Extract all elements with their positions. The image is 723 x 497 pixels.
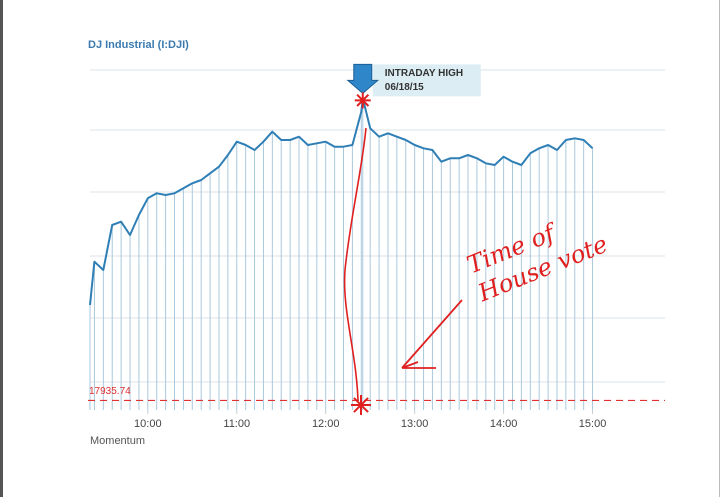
left-border [0, 0, 3, 497]
footer-label: Momentum [90, 435, 145, 447]
x-tick-label: 12:00 [312, 418, 340, 430]
hand-line [343, 127, 367, 401]
x-tick-label: 15:00 [579, 418, 607, 430]
marks: 17935.74 INTRADAY HIGH 06/18/15 Time ofHous… [88, 63, 665, 415]
hand-arrow [401, 299, 463, 369]
hand-star [351, 395, 371, 415]
high-arrow [346, 63, 380, 94]
chart-title: DJ Industrial (I:DJI) [88, 39, 189, 51]
x-tick-label: 10:00 [134, 418, 162, 430]
x-tick-label: 14:00 [490, 418, 518, 430]
grid [90, 69, 665, 383]
price-line [89, 97, 594, 306]
hand-star [354, 92, 371, 109]
reference-label: 17935.74 [89, 386, 131, 397]
x-tick-label: 13:00 [401, 418, 429, 430]
high-label: INTRADAY HIGH [385, 68, 463, 79]
high-label-box [372, 64, 481, 97]
area-stems [89, 98, 594, 410]
high-date: 06/18/15 [385, 82, 424, 93]
x-tick-label: 11:00 [223, 418, 250, 430]
right-border [719, 0, 720, 497]
